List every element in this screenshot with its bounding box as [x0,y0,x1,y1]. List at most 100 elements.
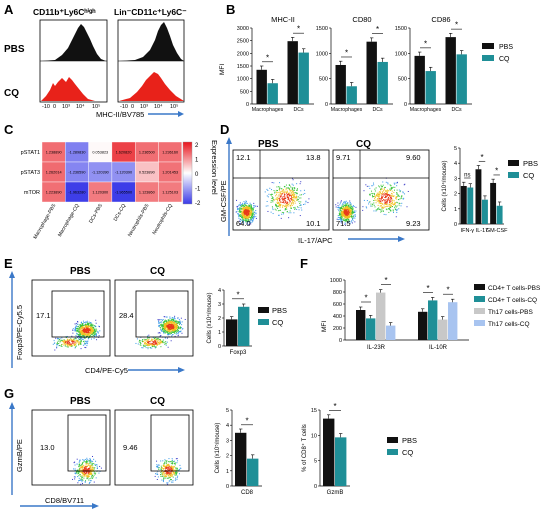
panel-d-flow: PBS CQ 12.1 13.8 64.0 10.1 9.71 9.60 71.… [219,137,430,245]
heatmap-row-label: pSTAT3 [21,170,40,176]
panel-d-legend: PBS CQ [508,159,538,180]
y-tick-label: 1 [226,469,229,475]
x-tick-label: Macrophages [331,107,363,113]
y-tick-label: 0 [454,222,457,228]
y-tick-label: 400 [333,314,342,320]
heatmap-value: 1.620820 [116,151,132,155]
hist-cq-macrophage [41,77,95,101]
gate-pbs [67,414,107,472]
flow-plot-cq [114,409,194,486]
bar [425,71,436,104]
bar [386,325,396,340]
flow-dots-d [235,177,409,226]
y-tick-label: 500 [398,77,407,83]
panel-d-xlabel: IL-17/APC [298,236,333,245]
gate-cq [135,290,189,338]
bar [366,41,377,104]
bar [460,186,467,224]
heatmap-value: 1.201453 [162,171,178,175]
heatmap-row-label: pSTAT1 [21,150,40,156]
heatmap-cell [158,181,182,203]
bar [267,83,278,104]
heatmap-value: -1.236590 [68,171,85,175]
svg-text:-10: -10 [42,104,50,110]
heatmap-value: 1.238890 [46,151,62,155]
panel-a-row-pbs: PBS [4,44,25,55]
heatmap-value: -1.963280 [68,191,85,195]
arrow-up-icon [226,137,232,144]
bar [428,300,438,340]
y-tick-label: 3 [454,176,457,182]
significance-mark: * [384,276,387,285]
heatmap-value: 1.236500 [139,151,155,155]
panel-d-title-pbs: PBS [258,139,279,150]
panel-g-xlabel: CD8/BV711 [45,496,84,505]
svg-text:PBS: PBS [272,306,287,315]
x-tick-label: IL-17 [476,228,489,234]
y-tick-label: 3000 [237,26,249,32]
y-tick-label: 1 [218,330,221,336]
x-tick-label: DCs [372,107,382,113]
svg-text:12.1: 12.1 [236,153,251,162]
y-tick-label: 3 [218,302,221,308]
svg-text:10⁵: 10⁵ [92,103,100,110]
heatmap-value: -1.120390 [115,171,132,175]
panel-letter-e: E [4,256,13,271]
significance-mark: ns [464,173,470,179]
y-tick-label: 4 [454,161,457,167]
y-tick-label: 2500 [237,39,249,45]
y-tick-label: 4 [226,423,229,429]
y-tick-label: 1500 [395,26,407,32]
y-tick-label: 0 [325,102,328,108]
legend-swatch-cq [482,55,494,61]
heatmap-value: 1.262014 [46,171,62,175]
x-tick-label: DCs [451,107,461,113]
y-axis-label: Cells (x10⁴/mouse) [441,161,448,212]
svg-text:9.23: 9.23 [406,219,421,228]
panel-letter-c: C [4,122,14,137]
panel-e-title-pbs: PBS [70,266,91,277]
bar [346,86,357,104]
y-tick-label: 4 [218,288,221,294]
y-tick-label: 800 [333,290,342,296]
svg-text:9.60: 9.60 [406,153,421,162]
colorbar [182,141,193,205]
y-tick-label: 0 [226,484,229,490]
panel-e-title-cq: CQ [150,266,165,277]
colorbar-tick: 1 [195,158,199,164]
bar [377,61,388,104]
svg-text:Th17 cells-CQ: Th17 cells-CQ [488,321,530,328]
heatmap-value: 1.125103 [162,191,178,195]
panel-e-flow: PBS CQ 17.1 28.4 Foxp3/PE-Cy5.5 CD4/PE-C… [9,266,194,375]
svg-text:9.71: 9.71 [336,153,351,162]
arrow-up-icon [9,271,15,278]
svg-text:10⁴: 10⁴ [76,103,85,110]
y-tick-label: 2000 [237,51,249,57]
bar [467,187,474,224]
x-tick-label: DCs [293,107,303,113]
colorbar-label: Expression level [210,140,219,195]
bar [418,311,428,340]
panel-e-ylabel: Foxp3/PE-Cy5.5 [15,305,24,360]
significance-mark: * [245,416,248,425]
bar [298,52,309,104]
bar [456,54,467,104]
svg-text:CD4+ T cells-CQ: CD4+ T cells-CQ [488,297,537,304]
gate-pbs [51,290,105,338]
y-tick-label: 1000 [330,278,342,284]
x-tick-label: IFN-γ [461,228,475,234]
panel-g-ylabel: GzmB/PE [15,439,24,472]
y-tick-label: 1000 [237,77,249,83]
bar [448,302,458,340]
significance-mark: * [455,21,458,30]
x-tick-label: GzmB [327,490,344,496]
bar [247,458,259,486]
heatmap-value: -1.289830 [68,151,85,155]
y-tick-label: 2 [454,192,457,198]
heatmap-row-label: mTOR [24,190,40,196]
legend-label-cq: CQ [523,171,534,180]
bar [256,69,267,104]
svg-text:0: 0 [53,104,56,110]
y-tick-label: 5 [454,146,457,152]
